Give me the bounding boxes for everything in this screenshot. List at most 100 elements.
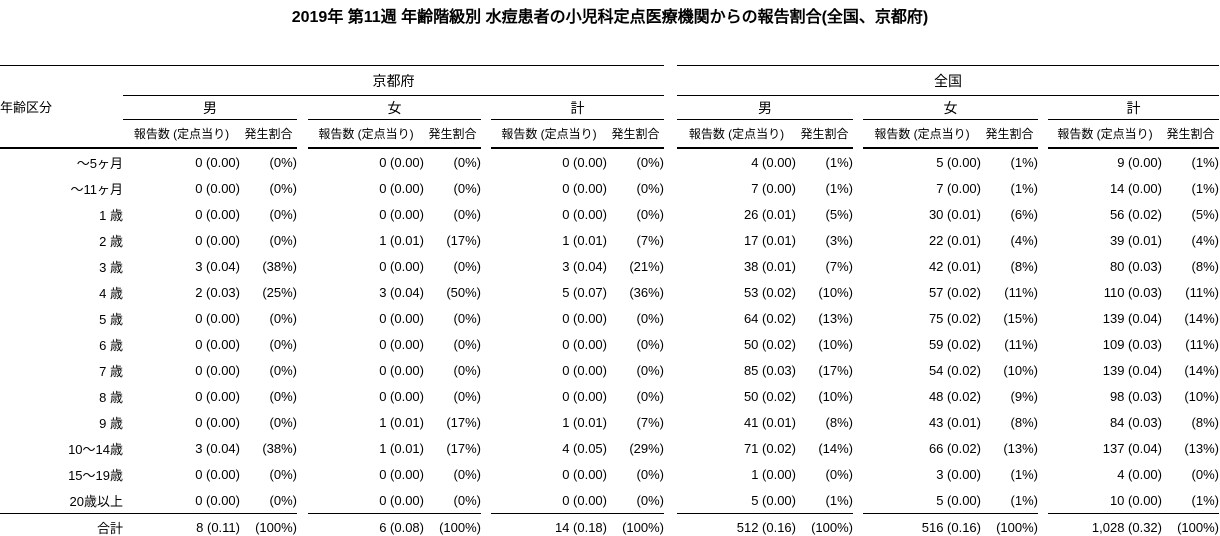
column-gap bbox=[1038, 175, 1048, 201]
table-row: 4 歳 2 (0.03) (25%) 3 (0.04) (50%) 5 (0.07) (36… bbox=[0, 279, 1219, 305]
table-row: 2 歳 0 (0.00) (0%) 1 (0.01) (17%) 1 (0.01) (7%)… bbox=[0, 227, 1219, 253]
column-gap bbox=[853, 148, 863, 175]
column-gap bbox=[853, 96, 863, 149]
count-cell: 137 (0.04) bbox=[1102, 440, 1162, 456]
sex-header-female: 女 bbox=[863, 95, 1038, 120]
column-gap bbox=[853, 383, 863, 409]
count-header: 報告数 (定点当り) bbox=[308, 119, 424, 149]
region-gap bbox=[664, 461, 677, 487]
count-cell: 0 (0.00) bbox=[379, 206, 424, 222]
count-cell: 3 (0.04) bbox=[195, 440, 240, 456]
age-label: 20歳以上 bbox=[69, 493, 123, 509]
ratio-header: 発生割合 bbox=[796, 119, 853, 149]
table-row: ～11ヶ月 0 (0.00) (0%) 0 (0.00) (0%) 0 (0.00) (0%… bbox=[0, 175, 1220, 201]
column-gap bbox=[1038, 357, 1048, 383]
count-cell: 0 (0.00) bbox=[195, 362, 240, 378]
age-label: 6 歳 bbox=[99, 337, 123, 353]
table-row: 9 歳 0 (0.00) (0%) 1 (0.01) (17%) 1 (0.01) (7%)… bbox=[0, 409, 1219, 435]
count-cell: 0 (0.00) bbox=[562, 154, 607, 170]
column-gap bbox=[481, 487, 491, 514]
ratio-cell: (1%) bbox=[1191, 180, 1219, 196]
column-gap bbox=[481, 227, 491, 253]
region-header-kyoto: 京都府 bbox=[123, 65, 664, 96]
ratio-cell: (0%) bbox=[636, 206, 664, 222]
column-gap bbox=[853, 357, 863, 383]
ratio-cell: (0%) bbox=[453, 180, 481, 196]
ratio-cell: (14%) bbox=[1184, 362, 1219, 378]
ratio-cell: (1%) bbox=[1191, 492, 1219, 508]
region-gap bbox=[664, 227, 677, 253]
ratio-cell: (1%) bbox=[825, 180, 853, 196]
column-gap bbox=[1038, 305, 1048, 331]
column-gap bbox=[1038, 148, 1048, 175]
count-cell: 0 (0.00) bbox=[562, 466, 607, 482]
age-label: 2 歳 bbox=[99, 233, 123, 249]
age-label: 4 歳 bbox=[99, 285, 123, 301]
count-cell: 0 (0.00) bbox=[562, 388, 607, 404]
ratio-header: 発生割合 bbox=[424, 119, 481, 149]
ratio-cell: (1%) bbox=[1010, 180, 1038, 196]
column-gap bbox=[297, 461, 308, 487]
table-row: 5 歳 0 (0.00) (0%) 0 (0.00) (0%) 0 (0.00) (0%) 6… bbox=[0, 305, 1219, 331]
age-label: 1 歳 bbox=[99, 207, 123, 223]
ratio-cell: (10%) bbox=[1003, 362, 1038, 378]
count-cell: 109 (0.03) bbox=[1102, 336, 1162, 352]
ratio-cell: (1%) bbox=[1010, 154, 1038, 170]
column-gap bbox=[853, 227, 863, 253]
ratio-cell: (100%) bbox=[424, 513, 481, 536]
count-cell: 1 (0.00) bbox=[751, 466, 796, 482]
ratio-cell: (0%) bbox=[453, 154, 481, 170]
ratio-cell: (0%) bbox=[453, 466, 481, 482]
column-gap bbox=[297, 253, 308, 279]
age-label: 8 歳 bbox=[99, 389, 123, 405]
count-cell: 8 (0.11) bbox=[123, 513, 240, 536]
count-cell: 0 (0.00) bbox=[379, 388, 424, 404]
ratio-cell: (13%) bbox=[818, 310, 853, 326]
sex-header-male: 男 bbox=[677, 95, 853, 120]
ratio-cell: (10%) bbox=[818, 284, 853, 300]
age-label: 15～19歳 bbox=[68, 467, 123, 483]
column-gap bbox=[1038, 409, 1048, 435]
ratio-cell: (11%) bbox=[1185, 336, 1219, 352]
count-cell: 1 (0.01) bbox=[379, 440, 424, 456]
region-gap bbox=[664, 305, 677, 331]
ratio-cell: (0%) bbox=[636, 336, 664, 352]
count-cell: 50 (0.02) bbox=[743, 388, 796, 404]
column-gap bbox=[481, 409, 491, 435]
column-gap bbox=[481, 279, 491, 305]
ratio-cell: (1%) bbox=[825, 492, 853, 508]
count-cell: 4 (0.00) bbox=[751, 154, 796, 170]
sex-header-male: 男 bbox=[123, 95, 297, 120]
ratio-header: 発生割合 bbox=[1162, 119, 1219, 149]
count-cell: 57 (0.02) bbox=[928, 284, 981, 300]
column-gap bbox=[853, 409, 863, 435]
age-label: 10～14歳 bbox=[68, 441, 123, 457]
ratio-cell: (100%) bbox=[796, 513, 853, 536]
ratio-cell: (15%) bbox=[1003, 310, 1038, 326]
ratio-cell: (0%) bbox=[453, 258, 481, 274]
ratio-cell: (0%) bbox=[269, 388, 297, 404]
ratio-cell: (0%) bbox=[269, 310, 297, 326]
region-gap bbox=[664, 253, 677, 279]
count-cell: 0 (0.00) bbox=[562, 206, 607, 222]
ratio-cell: (1%) bbox=[1010, 466, 1038, 482]
count-cell: 0 (0.00) bbox=[379, 154, 424, 170]
count-cell: 5 (0.00) bbox=[751, 492, 796, 508]
column-gap bbox=[1038, 96, 1048, 149]
ratio-cell: (0%) bbox=[453, 362, 481, 378]
count-cell: 3 (0.00) bbox=[936, 466, 981, 482]
column-gap bbox=[853, 279, 863, 305]
count-cell: 66 (0.02) bbox=[928, 440, 981, 456]
ratio-cell: (0%) bbox=[269, 492, 297, 508]
column-gap bbox=[481, 175, 491, 201]
ratio-cell: (1%) bbox=[1010, 492, 1038, 508]
total-row: 合計 8 (0.11) (100%) 6 (0.08) (100%) 14 (0.18)(… bbox=[0, 513, 1219, 536]
column-gap bbox=[481, 435, 491, 461]
column-gap bbox=[853, 305, 863, 331]
count-cell: 0 (0.00) bbox=[562, 310, 607, 326]
count-cell: 42 (0.01) bbox=[928, 258, 981, 274]
ratio-cell: (38%) bbox=[262, 440, 297, 456]
count-cell: 0 (0.00) bbox=[379, 336, 424, 352]
region-gap bbox=[664, 435, 677, 461]
ratio-cell: (0%) bbox=[636, 180, 664, 196]
